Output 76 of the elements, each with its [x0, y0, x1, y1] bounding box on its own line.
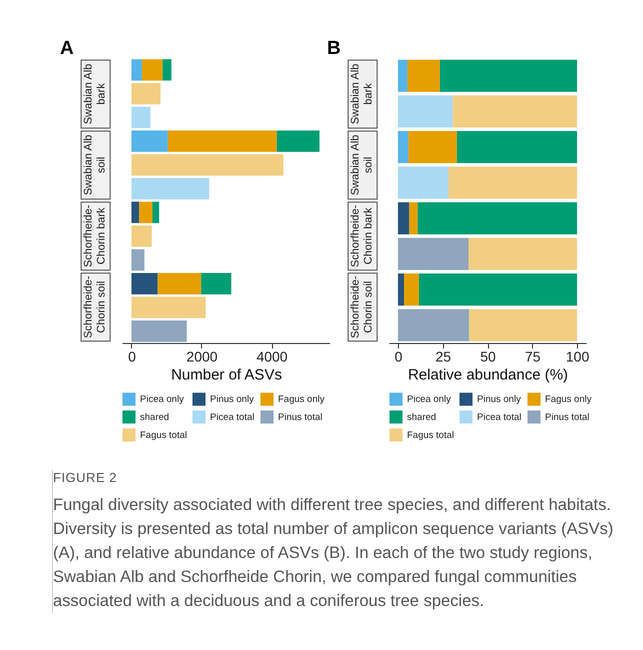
- bar: [398, 166, 448, 199]
- bar: [469, 309, 578, 342]
- bar: [448, 166, 578, 199]
- bar: [131, 202, 140, 224]
- bar: [404, 274, 419, 306]
- legend-label: Pinus total: [545, 412, 590, 423]
- legend-label: shared: [140, 412, 170, 423]
- x-axis-title: Number of ASVs: [171, 366, 282, 384]
- legend-label: Fagus only: [545, 394, 592, 406]
- legend-label: Picea total: [477, 412, 522, 423]
- text: Swabian Alb bark: [348, 59, 378, 128]
- legend-label: Picea only: [140, 394, 184, 406]
- bar: [142, 59, 163, 81]
- bar: [139, 202, 152, 224]
- bar: [131, 249, 144, 271]
- legend-label: Fagus only: [278, 394, 325, 406]
- bar: [152, 202, 160, 224]
- x-tick-label: 2000: [186, 348, 218, 364]
- chart-title: A: [60, 38, 74, 59]
- bar: [398, 131, 408, 164]
- bar: [131, 130, 168, 152]
- bar: [131, 320, 187, 342]
- bar: [158, 272, 202, 294]
- text: Schorfheide-Chorin bark: [81, 202, 111, 271]
- x-tick-label: 75: [524, 348, 541, 364]
- bar: [131, 225, 152, 247]
- bar: [131, 106, 150, 128]
- bar: [131, 272, 158, 294]
- bar: [418, 274, 578, 306]
- x-tick-label: 0: [394, 348, 403, 364]
- bar: [398, 60, 408, 92]
- bar: [398, 202, 410, 234]
- bar: [131, 178, 210, 200]
- chart-title: B: [327, 38, 341, 59]
- bar: [131, 296, 206, 318]
- x-axis-title: Relative abundance (%): [408, 366, 568, 384]
- x-tick-label: 50: [480, 348, 496, 364]
- legend-label: Picea total: [210, 412, 254, 423]
- legend-label: Pinus only: [477, 394, 522, 406]
- bar: [131, 82, 161, 104]
- text: FIGURE 2: [53, 470, 118, 485]
- text: Swabian Alb bark: [81, 59, 111, 128]
- bar: [201, 272, 232, 294]
- bar: [407, 60, 440, 92]
- text: Schorfheide-Chorin soil: [81, 272, 111, 342]
- bar: [440, 60, 578, 92]
- bar: [398, 238, 469, 270]
- x-tick-label: 4000: [256, 348, 288, 364]
- bar: [409, 202, 418, 234]
- bar: [276, 130, 320, 152]
- legend-label: Picea only: [407, 394, 452, 406]
- x-tick-label: 0: [128, 348, 136, 364]
- bar: [468, 238, 578, 270]
- x-tick-label: 100: [566, 348, 590, 364]
- bar: [398, 95, 453, 128]
- x-tick-label: 25: [435, 348, 452, 364]
- legend-label: Fagus total: [140, 430, 187, 441]
- bar: [398, 309, 470, 342]
- text: Fungal diversity associated with different tree species, and different habitats. Diversity is presented as total number of amplicon sequence variants (ASVs) (A), and relative abundance of ASVs (B). In each of the two study regions, Swabian Alb and Schorfheide Chorin, we compared fungal communities associated with a deciduous and a coniferous tree species.: [53, 495, 614, 612]
- legend-label: Pinus only: [210, 394, 254, 406]
- bar: [398, 274, 404, 306]
- legend-label: Pinus total: [278, 412, 322, 423]
- legend-label: shared: [407, 412, 436, 423]
- bar: [168, 130, 277, 152]
- bar: [418, 202, 578, 234]
- text: Swabian Alb soil: [348, 130, 378, 200]
- bar: [452, 95, 578, 128]
- bar: [408, 131, 457, 164]
- text: Schorfheide-Chorin soil: [348, 272, 378, 342]
- bar: [162, 59, 172, 81]
- text: Schorfheide-Chorin bark: [348, 202, 378, 271]
- bar: [131, 154, 284, 176]
- text: Swabian Alb soil: [81, 130, 111, 200]
- legend-label: Fagus total: [407, 430, 454, 441]
- bar: [131, 59, 142, 81]
- bar: [456, 131, 578, 164]
